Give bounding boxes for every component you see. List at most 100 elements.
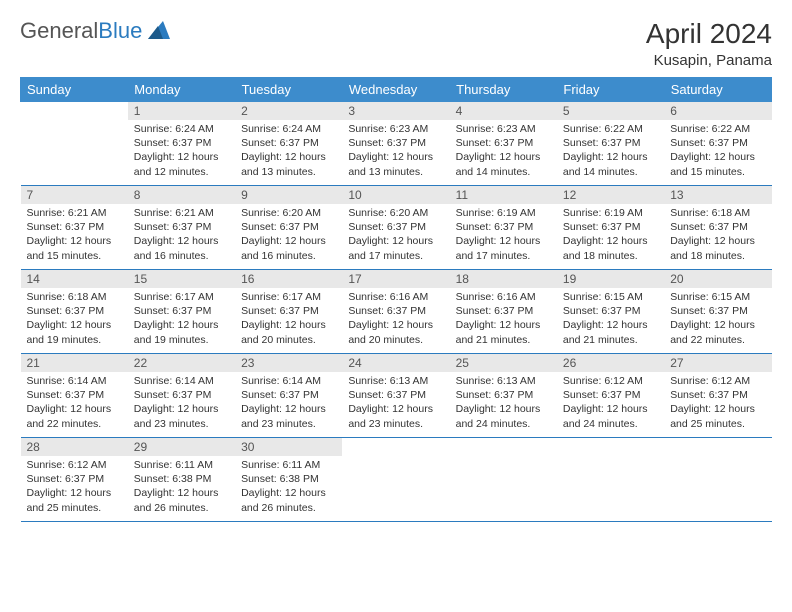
day-content: Sunrise: 6:24 AMSunset: 6:37 PMDaylight:… (235, 120, 342, 183)
weekday-tuesday: Tuesday (235, 78, 342, 102)
calendar-row: 1Sunrise: 6:24 AMSunset: 6:37 PMDaylight… (21, 102, 772, 186)
calendar-row: 28Sunrise: 6:12 AMSunset: 6:37 PMDayligh… (21, 438, 772, 522)
day-content: Sunrise: 6:22 AMSunset: 6:37 PMDaylight:… (664, 120, 771, 183)
day-number: 14 (21, 270, 128, 288)
calendar-cell: 24Sunrise: 6:13 AMSunset: 6:37 PMDayligh… (342, 354, 449, 438)
calendar-cell: 26Sunrise: 6:12 AMSunset: 6:37 PMDayligh… (557, 354, 664, 438)
calendar-cell (450, 438, 557, 522)
calendar-cell: 11Sunrise: 6:19 AMSunset: 6:37 PMDayligh… (450, 186, 557, 270)
calendar-cell: 16Sunrise: 6:17 AMSunset: 6:37 PMDayligh… (235, 270, 342, 354)
calendar-row: 7Sunrise: 6:21 AMSunset: 6:37 PMDaylight… (21, 186, 772, 270)
day-content: Sunrise: 6:18 AMSunset: 6:37 PMDaylight:… (21, 288, 128, 351)
day-number (21, 102, 128, 106)
day-number: 21 (21, 354, 128, 372)
day-content: Sunrise: 6:20 AMSunset: 6:37 PMDaylight:… (342, 204, 449, 267)
month-title: April 2024 (646, 18, 772, 50)
calendar-cell: 17Sunrise: 6:16 AMSunset: 6:37 PMDayligh… (342, 270, 449, 354)
calendar-cell: 4Sunrise: 6:23 AMSunset: 6:37 PMDaylight… (450, 102, 557, 186)
day-number: 18 (450, 270, 557, 288)
day-number (557, 438, 664, 442)
day-content: Sunrise: 6:14 AMSunset: 6:37 PMDaylight:… (21, 372, 128, 435)
calendar-cell: 25Sunrise: 6:13 AMSunset: 6:37 PMDayligh… (450, 354, 557, 438)
day-content: Sunrise: 6:17 AMSunset: 6:37 PMDaylight:… (235, 288, 342, 351)
day-number: 29 (128, 438, 235, 456)
calendar-cell (342, 438, 449, 522)
day-number: 20 (664, 270, 771, 288)
calendar-cell: 12Sunrise: 6:19 AMSunset: 6:37 PMDayligh… (557, 186, 664, 270)
day-number: 26 (557, 354, 664, 372)
calendar-cell: 19Sunrise: 6:15 AMSunset: 6:37 PMDayligh… (557, 270, 664, 354)
weekday-sunday: Sunday (21, 78, 128, 102)
day-number: 9 (235, 186, 342, 204)
day-content: Sunrise: 6:15 AMSunset: 6:37 PMDaylight:… (664, 288, 771, 351)
day-number (342, 438, 449, 442)
day-content: Sunrise: 6:13 AMSunset: 6:37 PMDaylight:… (450, 372, 557, 435)
calendar-cell: 28Sunrise: 6:12 AMSunset: 6:37 PMDayligh… (21, 438, 128, 522)
day-number: 27 (664, 354, 771, 372)
day-content: Sunrise: 6:17 AMSunset: 6:37 PMDaylight:… (128, 288, 235, 351)
calendar-cell: 7Sunrise: 6:21 AMSunset: 6:37 PMDaylight… (21, 186, 128, 270)
day-content: Sunrise: 6:12 AMSunset: 6:37 PMDaylight:… (21, 456, 128, 519)
weekday-saturday: Saturday (664, 78, 771, 102)
logo-blue: Blue (98, 18, 142, 43)
weekday-wednesday: Wednesday (342, 78, 449, 102)
day-number: 3 (342, 102, 449, 120)
day-number: 24 (342, 354, 449, 372)
calendar-cell: 22Sunrise: 6:14 AMSunset: 6:37 PMDayligh… (128, 354, 235, 438)
calendar-body: 1Sunrise: 6:24 AMSunset: 6:37 PMDaylight… (21, 102, 772, 522)
day-content: Sunrise: 6:23 AMSunset: 6:37 PMDaylight:… (342, 120, 449, 183)
day-number: 12 (557, 186, 664, 204)
calendar-cell (21, 102, 128, 186)
day-content: Sunrise: 6:11 AMSunset: 6:38 PMDaylight:… (128, 456, 235, 519)
day-number: 25 (450, 354, 557, 372)
day-content: Sunrise: 6:12 AMSunset: 6:37 PMDaylight:… (664, 372, 771, 435)
day-content: Sunrise: 6:14 AMSunset: 6:37 PMDaylight:… (235, 372, 342, 435)
logo-gray: General (20, 18, 98, 43)
day-content: Sunrise: 6:16 AMSunset: 6:37 PMDaylight:… (450, 288, 557, 351)
day-content: Sunrise: 6:21 AMSunset: 6:37 PMDaylight:… (21, 204, 128, 267)
calendar-cell: 1Sunrise: 6:24 AMSunset: 6:37 PMDaylight… (128, 102, 235, 186)
day-content: Sunrise: 6:19 AMSunset: 6:37 PMDaylight:… (557, 204, 664, 267)
calendar-cell: 27Sunrise: 6:12 AMSunset: 6:37 PMDayligh… (664, 354, 771, 438)
calendar-row: 21Sunrise: 6:14 AMSunset: 6:37 PMDayligh… (21, 354, 772, 438)
header: GeneralBlue April 2024 Kusapin, Panama (20, 18, 772, 69)
day-content: Sunrise: 6:13 AMSunset: 6:37 PMDaylight:… (342, 372, 449, 435)
calendar-cell: 15Sunrise: 6:17 AMSunset: 6:37 PMDayligh… (128, 270, 235, 354)
day-number (664, 438, 771, 442)
day-number: 16 (235, 270, 342, 288)
calendar-cell: 30Sunrise: 6:11 AMSunset: 6:38 PMDayligh… (235, 438, 342, 522)
day-content: Sunrise: 6:14 AMSunset: 6:37 PMDaylight:… (128, 372, 235, 435)
calendar-cell: 8Sunrise: 6:21 AMSunset: 6:37 PMDaylight… (128, 186, 235, 270)
logo-text: GeneralBlue (20, 18, 142, 44)
logo-triangle-icon (148, 21, 170, 39)
day-number: 19 (557, 270, 664, 288)
day-number: 23 (235, 354, 342, 372)
day-content: Sunrise: 6:20 AMSunset: 6:37 PMDaylight:… (235, 204, 342, 267)
calendar-cell: 2Sunrise: 6:24 AMSunset: 6:37 PMDaylight… (235, 102, 342, 186)
day-number: 5 (557, 102, 664, 120)
logo: GeneralBlue (20, 18, 170, 44)
day-number: 28 (21, 438, 128, 456)
day-number: 22 (128, 354, 235, 372)
day-content: Sunrise: 6:23 AMSunset: 6:37 PMDaylight:… (450, 120, 557, 183)
day-content: Sunrise: 6:12 AMSunset: 6:37 PMDaylight:… (557, 372, 664, 435)
day-content: Sunrise: 6:21 AMSunset: 6:37 PMDaylight:… (128, 204, 235, 267)
calendar: Sunday Monday Tuesday Wednesday Thursday… (20, 77, 772, 522)
day-content: Sunrise: 6:16 AMSunset: 6:37 PMDaylight:… (342, 288, 449, 351)
day-number: 17 (342, 270, 449, 288)
day-number: 11 (450, 186, 557, 204)
location: Kusapin, Panama (646, 52, 772, 69)
day-number: 10 (342, 186, 449, 204)
calendar-cell: 14Sunrise: 6:18 AMSunset: 6:37 PMDayligh… (21, 270, 128, 354)
calendar-cell: 20Sunrise: 6:15 AMSunset: 6:37 PMDayligh… (664, 270, 771, 354)
day-content: Sunrise: 6:18 AMSunset: 6:37 PMDaylight:… (664, 204, 771, 267)
day-number: 4 (450, 102, 557, 120)
day-number: 30 (235, 438, 342, 456)
day-content: Sunrise: 6:22 AMSunset: 6:37 PMDaylight:… (557, 120, 664, 183)
day-number: 1 (128, 102, 235, 120)
day-number: 13 (664, 186, 771, 204)
calendar-cell: 21Sunrise: 6:14 AMSunset: 6:37 PMDayligh… (21, 354, 128, 438)
calendar-cell: 29Sunrise: 6:11 AMSunset: 6:38 PMDayligh… (128, 438, 235, 522)
calendar-cell: 6Sunrise: 6:22 AMSunset: 6:37 PMDaylight… (664, 102, 771, 186)
weekday-monday: Monday (128, 78, 235, 102)
